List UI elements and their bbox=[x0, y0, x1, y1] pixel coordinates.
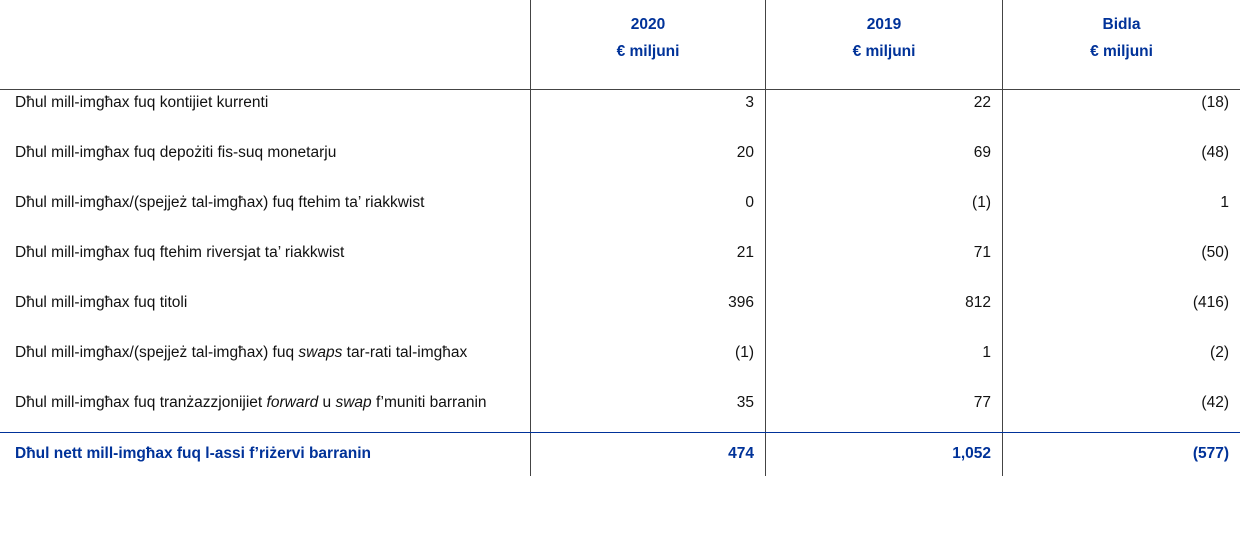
cell-value: 3 bbox=[745, 94, 754, 111]
cell-value: 1 bbox=[982, 344, 991, 361]
label-text: Dħul mill-imgħax fuq depożiti fis-suq mo… bbox=[15, 144, 337, 161]
cell-value: 77 bbox=[973, 394, 991, 411]
column-title: 2020 bbox=[630, 16, 666, 33]
value-cell: 396 bbox=[530, 290, 765, 340]
cell-value: 812 bbox=[965, 294, 991, 311]
header-cell: 2020 € miljuni bbox=[530, 0, 765, 89]
value-cell: 1 bbox=[765, 340, 1002, 390]
column-title: 2019 bbox=[866, 16, 902, 33]
total-label: Dħul nett mill-imgħax fuq l-assi f’riżer… bbox=[15, 445, 371, 462]
label-text: Dħul mill-imgħax fuq ftehim riversjat ta… bbox=[15, 244, 345, 261]
cell-value: 0 bbox=[745, 194, 754, 211]
label-text: Dħul mill-imgħax fuq kontijiet kurrenti bbox=[15, 94, 269, 111]
cell-value: (42) bbox=[1201, 394, 1229, 411]
value-cell: 69 bbox=[765, 140, 1002, 190]
cell-value: 21 bbox=[736, 244, 754, 261]
cell-value: 35 bbox=[736, 394, 754, 411]
table-row: Dħul mill-imgħax/(spejjeż tal-imgħax) fu… bbox=[0, 340, 1240, 390]
italic-term: swap bbox=[335, 394, 372, 411]
label-text: u bbox=[318, 394, 336, 411]
row-label: Dħul mill-imgħax fuq kontijiet kurrenti bbox=[0, 90, 530, 140]
cell-value: (50) bbox=[1201, 244, 1229, 261]
total-value: (577) bbox=[1002, 433, 1240, 476]
value-cell: 812 bbox=[765, 290, 1002, 340]
row-label: Dħul mill-imgħax fuq depożiti fis-suq mo… bbox=[0, 140, 530, 190]
total-row: Dħul nett mill-imgħax fuq l-assi f’riżer… bbox=[0, 432, 1240, 476]
table-body: Dħul mill-imgħax fuq kontijiet kurrenti 3… bbox=[0, 90, 1240, 432]
label-text: Dħul mill-imgħax/(spejjeż tal-imgħax) fu… bbox=[15, 194, 425, 211]
cell-value: (1) bbox=[735, 344, 754, 361]
value-cell: (1) bbox=[765, 190, 1002, 240]
value-cell: (2) bbox=[1002, 340, 1240, 390]
cell-value: (2) bbox=[1210, 344, 1229, 361]
cell-value: 1 bbox=[1220, 194, 1229, 211]
table: 2020 € miljuni 2019 € miljuni Bidla € miljuni… bbox=[0, 0, 1240, 476]
column-title: Bidla bbox=[1102, 16, 1141, 33]
value-cell: 3 bbox=[530, 90, 765, 140]
cell-value: (416) bbox=[1192, 294, 1229, 311]
cell-value: 396 bbox=[728, 294, 754, 311]
value-cell: (18) bbox=[1002, 90, 1240, 140]
value-cell: 20 bbox=[530, 140, 765, 190]
value-cell: 77 bbox=[765, 390, 1002, 432]
value-cell: (416) bbox=[1002, 290, 1240, 340]
table-row: Dħul mill-imgħax/(spejjeż tal-imgħax) fu… bbox=[0, 190, 1240, 240]
value-cell: (48) bbox=[1002, 140, 1240, 190]
column-unit: € miljuni bbox=[852, 43, 916, 60]
row-label: Dħul mill-imgħax fuq titoli bbox=[0, 290, 530, 340]
cell-value: (1) bbox=[972, 194, 991, 211]
header-cell: Bidla € miljuni bbox=[1002, 0, 1240, 89]
cell-value: 20 bbox=[736, 144, 754, 161]
label-text: f’muniti barranin bbox=[371, 394, 487, 411]
table-row: Dħul mill-imgħax fuq ftehim riversjat ta… bbox=[0, 240, 1240, 290]
header-cell: 2019 € miljuni bbox=[765, 0, 1002, 89]
value-cell: 21 bbox=[530, 240, 765, 290]
cell-value: 71 bbox=[973, 244, 991, 261]
label-text: Dħul mill-imgħax fuq tranżazzjonijiet bbox=[15, 394, 267, 411]
value-cell: 1 bbox=[1002, 190, 1240, 240]
column-unit: € miljuni bbox=[616, 43, 680, 60]
cell-value: 69 bbox=[973, 144, 991, 161]
value-cell: 71 bbox=[765, 240, 1002, 290]
value-cell: 35 bbox=[530, 390, 765, 432]
value-cell: (50) bbox=[1002, 240, 1240, 290]
row-label: Dħul mill-imgħax/(spejjeż tal-imgħax) fu… bbox=[0, 340, 530, 390]
cell-value: 22 bbox=[973, 94, 991, 111]
table-row: Dħul mill-imgħax fuq depożiti fis-suq mo… bbox=[0, 140, 1240, 190]
total-value: 1,052 bbox=[765, 433, 1002, 476]
column-unit: € miljuni bbox=[1090, 43, 1153, 60]
cell-value: (48) bbox=[1201, 144, 1229, 161]
value-cell: 22 bbox=[765, 90, 1002, 140]
italic-term: forward bbox=[266, 394, 319, 411]
label-text: tar-rati tal-imgħax bbox=[342, 344, 468, 361]
total-value: 474 bbox=[530, 433, 765, 476]
header-row: 2020 € miljuni 2019 € miljuni Bidla € miljuni bbox=[0, 0, 1240, 90]
value-cell: 0 bbox=[530, 190, 765, 240]
italic-term: swaps bbox=[298, 344, 343, 361]
table-row: Dħul mill-imgħax fuq kontijiet kurrenti 3… bbox=[0, 90, 1240, 140]
value-cell: (42) bbox=[1002, 390, 1240, 432]
header-blank bbox=[0, 0, 530, 89]
label-text: Dħul mill-imgħax fuq titoli bbox=[15, 294, 188, 311]
label-text: Dħul mill-imgħax/(spejjeż tal-imgħax) fu… bbox=[15, 344, 299, 361]
table-row: Dħul mill-imgħax fuq titoli 396 812 (416) bbox=[0, 290, 1240, 340]
row-label: Dħul mill-imgħax/(spejjeż tal-imgħax) fu… bbox=[0, 190, 530, 240]
cell-value: (18) bbox=[1201, 94, 1229, 111]
row-label: Dħul mill-imgħax fuq tranżazzjonijiet fo… bbox=[0, 390, 530, 432]
table-row: Dħul mill-imgħax fuq tranżazzjonijiet fo… bbox=[0, 390, 1240, 432]
row-label: Dħul mill-imgħax fuq ftehim riversjat ta… bbox=[0, 240, 530, 290]
value-cell: (1) bbox=[530, 340, 765, 390]
